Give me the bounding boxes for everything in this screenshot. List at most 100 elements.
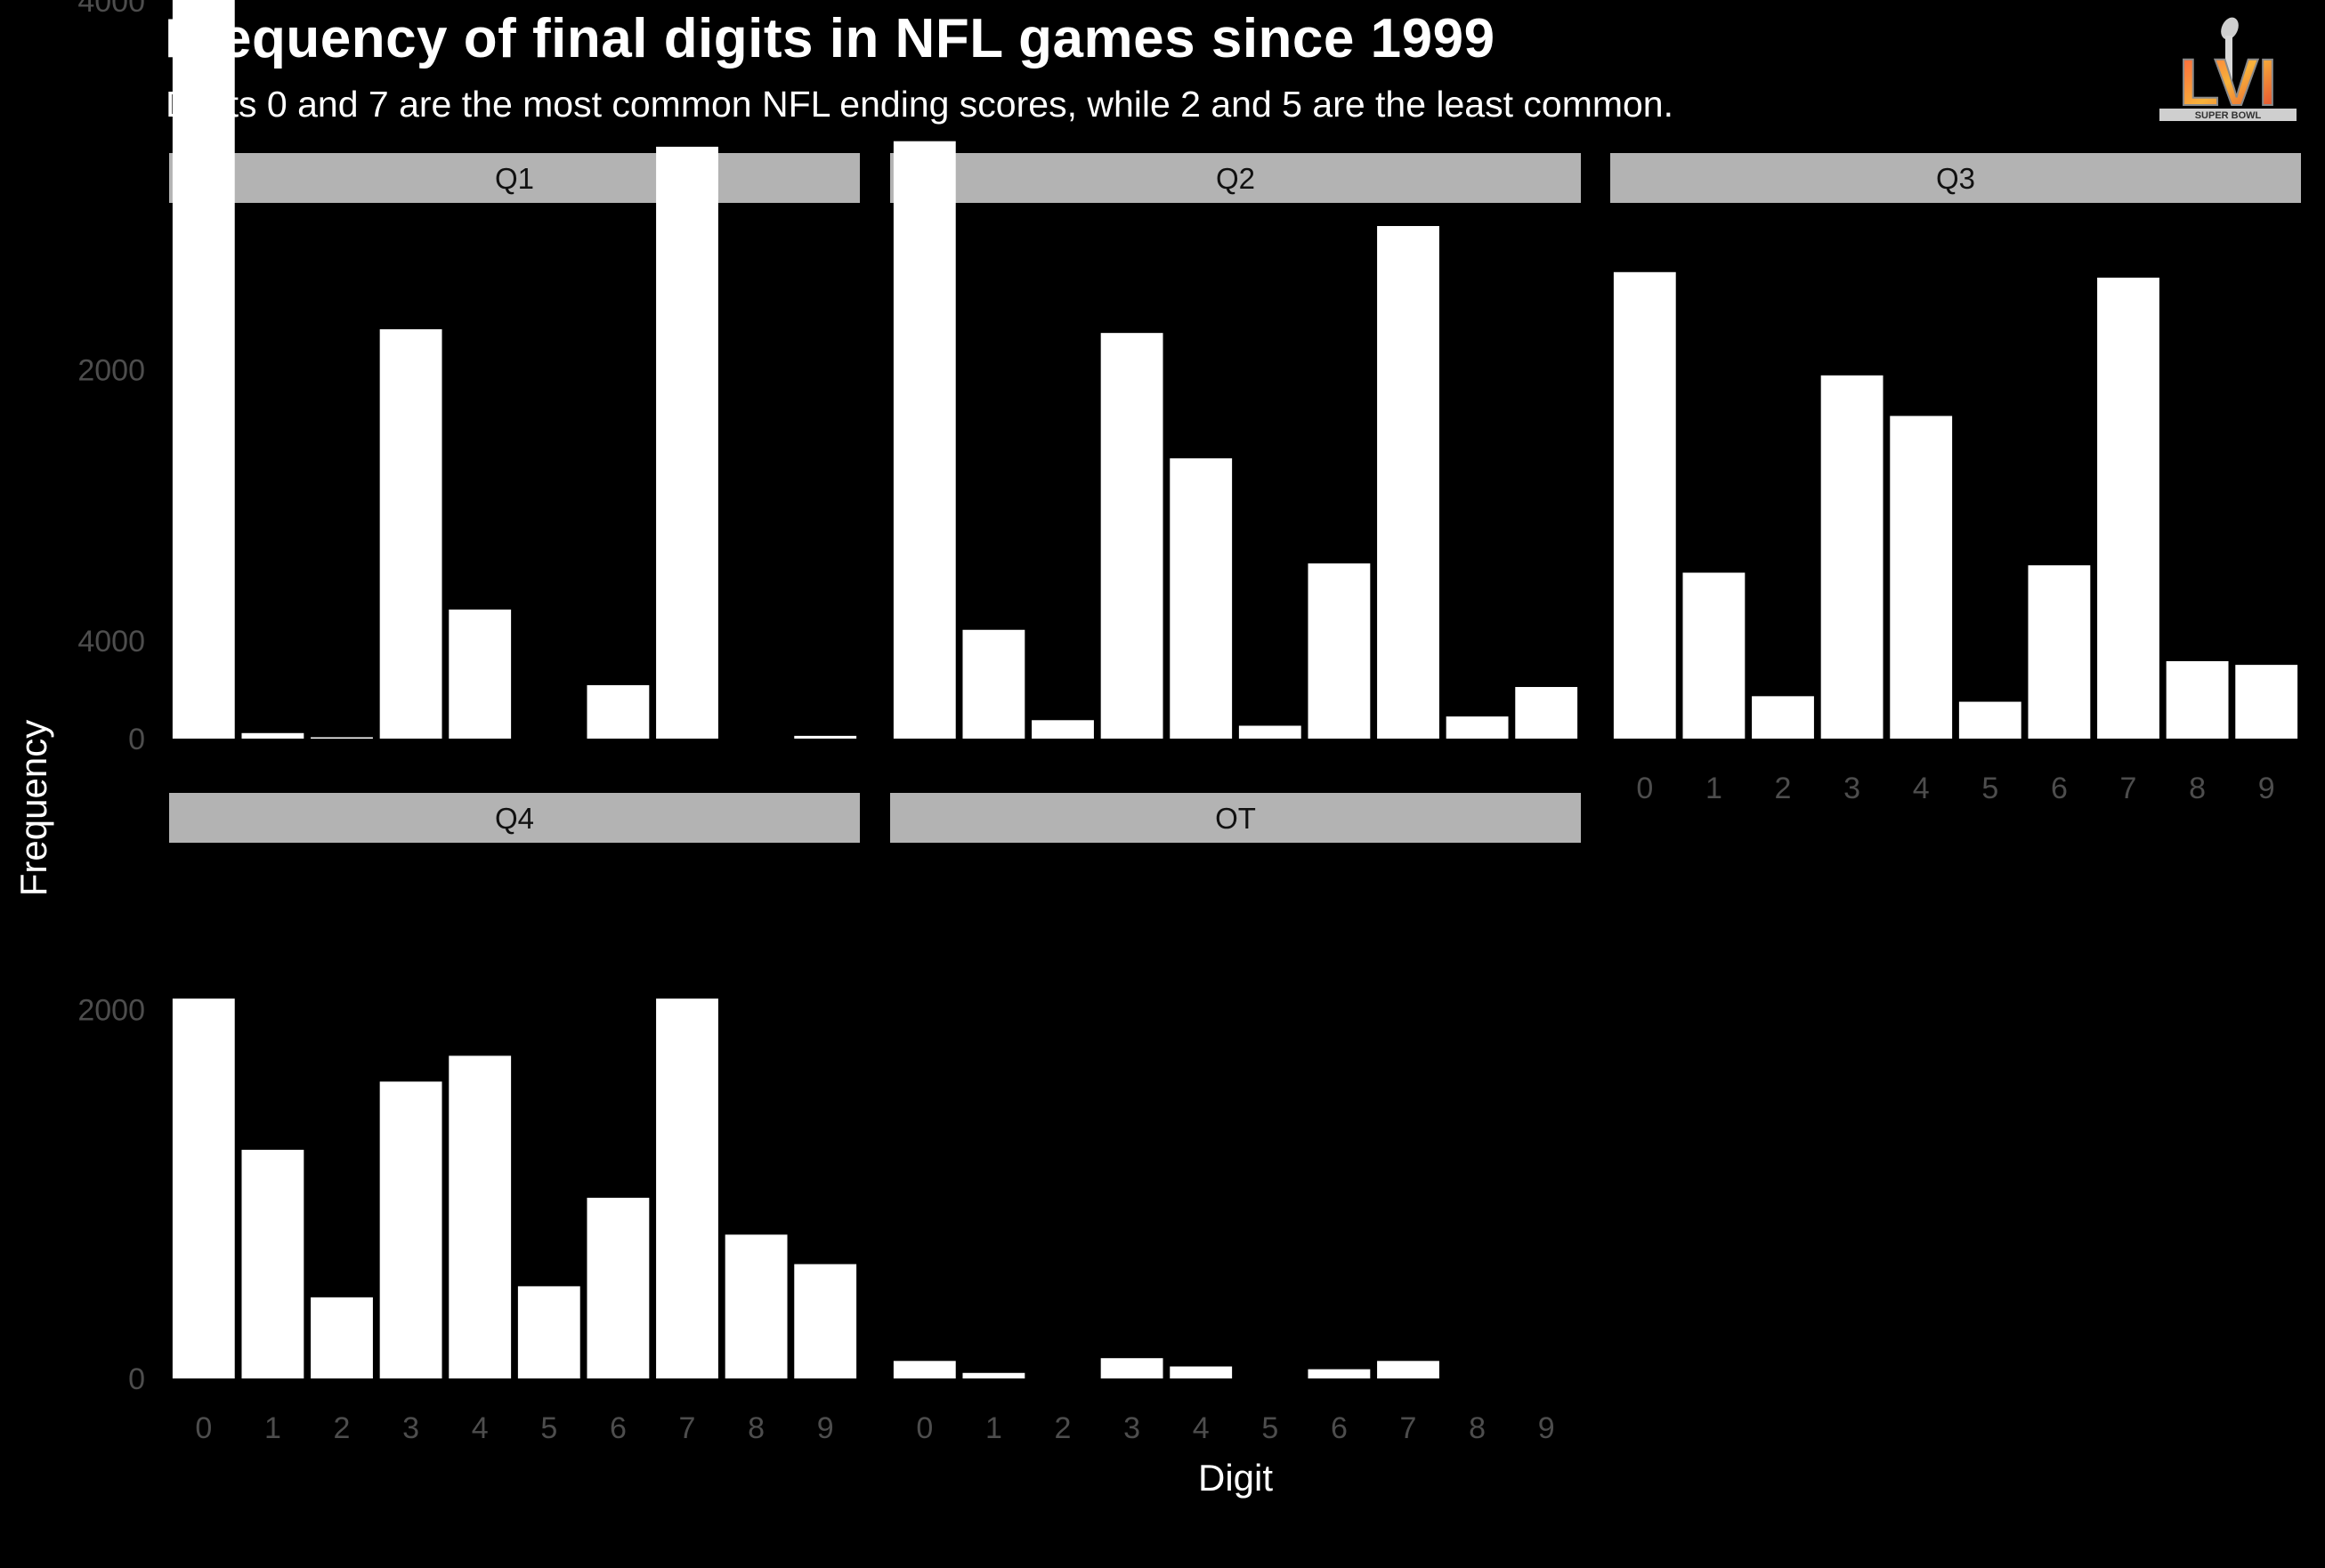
chart-subtitle: Digits 0 and 7 are the most common NFL e… [166,84,1673,125]
bar-q3-digit-3 [1820,375,1883,739]
bar-q4-digit-6 [587,1197,650,1378]
x-tick-label-ot-2: 2 [1055,1411,1072,1445]
trophy-ball-icon [2221,17,2239,40]
bar-q2-digit-7 [1377,225,1439,739]
bar-q3-digit-9 [2235,665,2298,739]
x-tick-label-q4-9: 9 [817,1411,834,1445]
y-tick-label-row2-0: 0 [128,1362,145,1396]
bar-q4-digit-4 [449,1055,512,1378]
bar-q3-digit-1 [1682,572,1746,739]
y-tick-label-row1-0: 0 [128,723,145,756]
bar-q4-digit-5 [517,1286,580,1378]
x-tick-label-q3-9: 9 [2258,772,2275,805]
bar-q2-digit-0 [893,141,956,739]
bar-q3-digit-8 [2166,660,2229,739]
bar-q4-digit-2 [311,1297,373,1378]
trophy-stem-icon [2225,36,2232,89]
bar-q3-digit-7 [2097,278,2159,739]
strip-q1 [169,153,860,203]
bar-ot-digit-0 [893,1361,956,1378]
x-tick-label-ot-1: 1 [985,1411,1002,1445]
bar-ot-digit-4 [1170,1366,1233,1378]
x-tick-label-q4-3: 3 [402,1411,419,1445]
y-tick-label-row1-4000: 4000 [77,0,145,19]
x-tick-label-ot-9: 9 [1538,1411,1555,1445]
bar-q2-digit-4 [1170,458,1233,739]
x-tick-label-q3-0: 0 [1636,772,1653,805]
bar-ot-digit-3 [1100,1358,1163,1378]
bar-q3-digit-0 [1613,271,1676,739]
strip-label-q3: Q3 [1936,162,1975,195]
strip-q3 [1610,153,2301,203]
x-tick-label-ot-5: 5 [1261,1411,1278,1445]
bar-q3-digit-6 [2028,565,2091,739]
chart-title: Frequency of final digits in NFL games s… [165,8,1495,69]
x-tick-label-q4-5: 5 [540,1411,557,1445]
bar-q1-digit-1 [241,732,304,739]
x-tick-label-ot-6: 6 [1331,1411,1348,1445]
bar-ot-digit-7 [1377,1361,1439,1378]
x-tick-label-q4-7: 7 [679,1411,696,1445]
bar-q4-digit-1 [241,1150,304,1378]
x-tick-label-q4-6: 6 [610,1411,627,1445]
strip-q2 [890,153,1581,203]
strip-label-ot: OT [1215,802,1256,835]
x-tick-label-q4-0: 0 [195,1411,212,1445]
y-axis-title: Frequency [12,720,54,896]
bar-q1-digit-3 [379,329,442,739]
strip-label-q1: Q1 [495,162,534,195]
x-tick-label-q3-7: 7 [2120,772,2137,805]
x-tick-label-q4-8: 8 [748,1411,765,1445]
bar-q1-digit-2 [311,737,373,739]
bar-q2-digit-1 [962,629,1025,739]
logo-caption: SUPER BOWL [2195,110,2262,121]
super-bowl-lvi-logo: LVI SUPER BOWL [2159,17,2297,121]
strip-ot [890,793,1581,843]
bar-q4-digit-8 [725,1234,788,1378]
bar-q3-digit-4 [1890,416,1953,739]
x-tick-label-ot-3: 3 [1123,1411,1140,1445]
x-tick-label-q3-5: 5 [1981,772,1998,805]
bar-q2-digit-8 [1446,716,1509,739]
x-tick-label-q3-6: 6 [2051,772,2068,805]
x-tick-label-q3-8: 8 [2189,772,2206,805]
y-tick-label-row2-2000: 2000 [77,994,145,1028]
x-tick-label-ot-8: 8 [1469,1411,1486,1445]
x-tick-label-q4-2: 2 [334,1411,351,1445]
x-tick-label-q4-1: 1 [264,1411,281,1445]
bar-q2-digit-3 [1100,333,1163,739]
bar-q3-digit-2 [1752,696,1814,739]
y-tick-label-row2-4000: 4000 [77,625,145,659]
bar-q1-digit-7 [656,146,718,739]
bar-q1-digit-4 [449,609,512,739]
bar-q2-digit-9 [1515,686,1578,739]
bar-q4-digit-0 [172,998,235,1378]
bar-q1-digit-0 [172,0,235,739]
bar-q1-digit-6 [587,684,650,739]
bar-q4-digit-3 [379,1081,442,1378]
strip-label-q2: Q2 [1216,162,1255,195]
x-axis-title: Digit [1198,1457,1273,1499]
strip-label-q4: Q4 [495,802,534,835]
bar-q2-digit-5 [1238,725,1301,739]
bar-q3-digit-5 [1958,701,2021,739]
x-tick-label-q3-4: 4 [1913,772,1930,805]
x-tick-label-q3-1: 1 [1705,772,1722,805]
bar-ot-digit-6 [1308,1369,1371,1378]
x-tick-label-q4-4: 4 [472,1411,489,1445]
logo-numeral: LVI [2179,45,2277,119]
bar-q4-digit-7 [656,998,718,1378]
bar-ot-digit-1 [962,1372,1025,1378]
strip-q4 [169,793,860,843]
x-tick-label-ot-4: 4 [1193,1411,1210,1445]
x-tick-label-q3-2: 2 [1775,772,1792,805]
bar-q1-digit-9 [794,735,857,739]
bar-q4-digit-9 [794,1264,857,1378]
x-tick-label-ot-7: 7 [1400,1411,1417,1445]
bar-q2-digit-6 [1308,563,1371,739]
x-tick-label-q3-3: 3 [1843,772,1860,805]
y-tick-label-row1-2000: 2000 [77,354,145,388]
bar-q2-digit-2 [1032,720,1094,739]
x-tick-label-ot-0: 0 [916,1411,933,1445]
